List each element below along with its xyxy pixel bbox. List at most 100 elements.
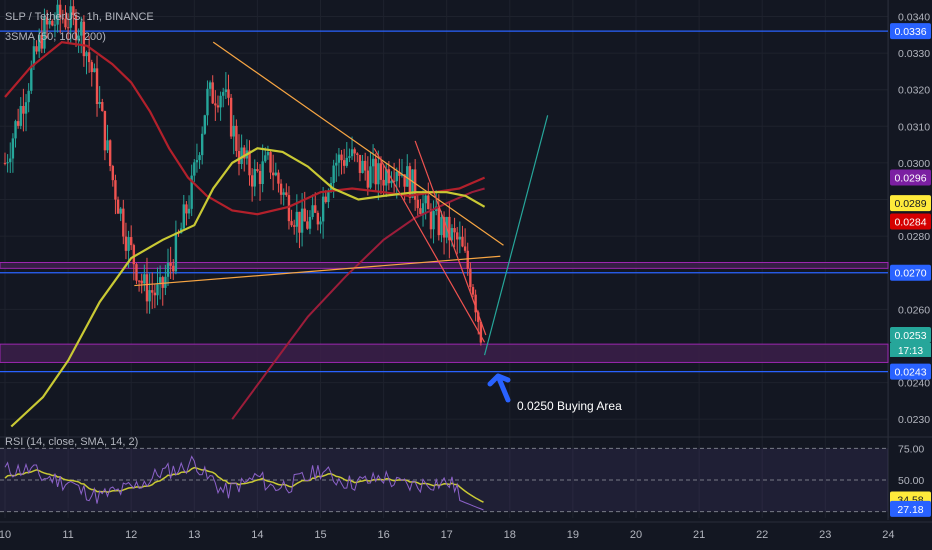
candle-body bbox=[442, 217, 446, 238]
candle-body bbox=[37, 34, 41, 52]
candle-body bbox=[106, 140, 109, 151]
candle-body bbox=[232, 125, 235, 137]
candle-body bbox=[3, 162, 7, 164]
candle-body bbox=[448, 216, 451, 241]
candle-body bbox=[274, 172, 278, 176]
time-tick-label: 23 bbox=[819, 529, 831, 541]
candle-body bbox=[219, 95, 222, 108]
candle-body bbox=[16, 121, 20, 126]
candle-body bbox=[377, 163, 380, 185]
time-tick-label: 18 bbox=[504, 529, 516, 541]
candle-body bbox=[172, 265, 175, 272]
rsi-label[interactable]: RSI (14, close, SMA, 14, 2) bbox=[5, 436, 139, 448]
time-tick-label: 11 bbox=[62, 529, 73, 541]
time-tick-label: 10 bbox=[0, 529, 11, 541]
candle-body bbox=[366, 170, 370, 188]
candle-body bbox=[479, 321, 483, 343]
candle-body bbox=[382, 179, 385, 186]
candle-body bbox=[392, 180, 396, 182]
time-tick-label: 13 bbox=[188, 529, 200, 541]
support-zone bbox=[0, 343, 889, 363]
candle-body bbox=[116, 199, 120, 214]
candle-body bbox=[356, 153, 359, 155]
candle-body bbox=[406, 166, 409, 187]
price-label-badge: 0.0296 bbox=[890, 169, 931, 186]
rsi-tick-label: 50.00 bbox=[898, 475, 924, 487]
candle-body bbox=[130, 237, 133, 246]
candle-body bbox=[379, 163, 383, 180]
candle-body bbox=[327, 191, 330, 203]
rsi-value-label: 27.18 bbox=[897, 504, 923, 516]
candle-body bbox=[285, 192, 288, 196]
indicator-header[interactable]: 3SMA (50, 100, 200) bbox=[5, 31, 106, 43]
time-tick-label: 12 bbox=[125, 529, 137, 541]
candle-body bbox=[35, 46, 38, 52]
candle-body bbox=[101, 101, 104, 112]
price-tick-label: 0.0330 bbox=[898, 48, 930, 60]
candle-body bbox=[421, 203, 425, 214]
candle-body bbox=[9, 158, 12, 163]
time-tick-label: 22 bbox=[756, 529, 768, 541]
candle-body bbox=[61, 17, 65, 19]
price-label-bg bbox=[890, 195, 931, 212]
price-label-badge: 0.0289 bbox=[890, 195, 931, 212]
candle-body bbox=[211, 82, 214, 104]
price-label-badge: 0.0253 17:13 bbox=[890, 326, 931, 357]
candle-body bbox=[256, 169, 259, 172]
candle-body bbox=[350, 149, 354, 157]
price-label-badge: 0.0243 bbox=[890, 363, 931, 380]
time-tick-label: 17 bbox=[441, 529, 453, 541]
candle-body bbox=[385, 169, 388, 186]
candle-body bbox=[363, 160, 367, 171]
candle-body bbox=[119, 208, 122, 214]
candle-body bbox=[19, 106, 22, 126]
price-label-badge: 0.0336 bbox=[890, 23, 931, 40]
candle-body bbox=[166, 263, 170, 277]
buying-area-arrow-icon bbox=[487, 373, 511, 403]
candle-body bbox=[66, 27, 70, 29]
price-tick-label: 0.0310 bbox=[898, 121, 930, 133]
candle-body bbox=[148, 290, 151, 302]
candle-body bbox=[398, 171, 401, 176]
candle-body bbox=[277, 172, 280, 184]
symbol-header[interactable]: SLP / TetherUS, 1h, BINANCE bbox=[5, 11, 154, 23]
candle-body bbox=[43, 17, 46, 49]
candle-body bbox=[387, 169, 391, 184]
candle-body bbox=[282, 192, 285, 195]
candle-body bbox=[140, 280, 143, 284]
candle-body bbox=[27, 90, 30, 103]
candle-body bbox=[335, 162, 338, 166]
candle-body bbox=[337, 154, 341, 163]
price-label-bg bbox=[890, 363, 931, 380]
candle-body bbox=[93, 68, 96, 73]
rsi-header[interactable]: RSI (14, close, SMA, 14, 2) bbox=[5, 436, 138, 448]
candle-body bbox=[456, 232, 459, 240]
symbol-label[interactable]: SLP / TetherUS, 1h, BINANCE bbox=[5, 11, 154, 23]
candle-body bbox=[369, 166, 372, 188]
price-label-text: 0.0296 bbox=[894, 173, 926, 185]
candle-body bbox=[32, 46, 36, 66]
support-zone bbox=[0, 261, 889, 269]
time-tick-label: 19 bbox=[567, 529, 579, 541]
rsi-tick-label: 75.00 bbox=[898, 443, 924, 455]
time-tick-label: 14 bbox=[251, 529, 263, 541]
candle-body bbox=[40, 34, 44, 49]
countdown-bg bbox=[890, 342, 931, 357]
candle-body bbox=[474, 294, 477, 313]
time-tick-label: 21 bbox=[693, 529, 705, 541]
candle-body bbox=[395, 171, 398, 182]
price-tick-label: 0.0260 bbox=[898, 304, 930, 316]
candle-body bbox=[164, 276, 167, 288]
candle-body bbox=[400, 174, 404, 176]
candle-body bbox=[90, 62, 93, 73]
candle-body bbox=[411, 169, 414, 198]
candle-body bbox=[122, 208, 125, 237]
candle-body bbox=[87, 52, 91, 63]
indicator-label[interactable]: 3SMA (50, 100, 200) bbox=[5, 31, 106, 43]
candle-body bbox=[169, 263, 172, 266]
candle-body bbox=[300, 208, 304, 233]
candle-body bbox=[77, 35, 80, 41]
candle-body bbox=[103, 111, 107, 151]
price-label-text: 0.0336 bbox=[894, 26, 926, 38]
